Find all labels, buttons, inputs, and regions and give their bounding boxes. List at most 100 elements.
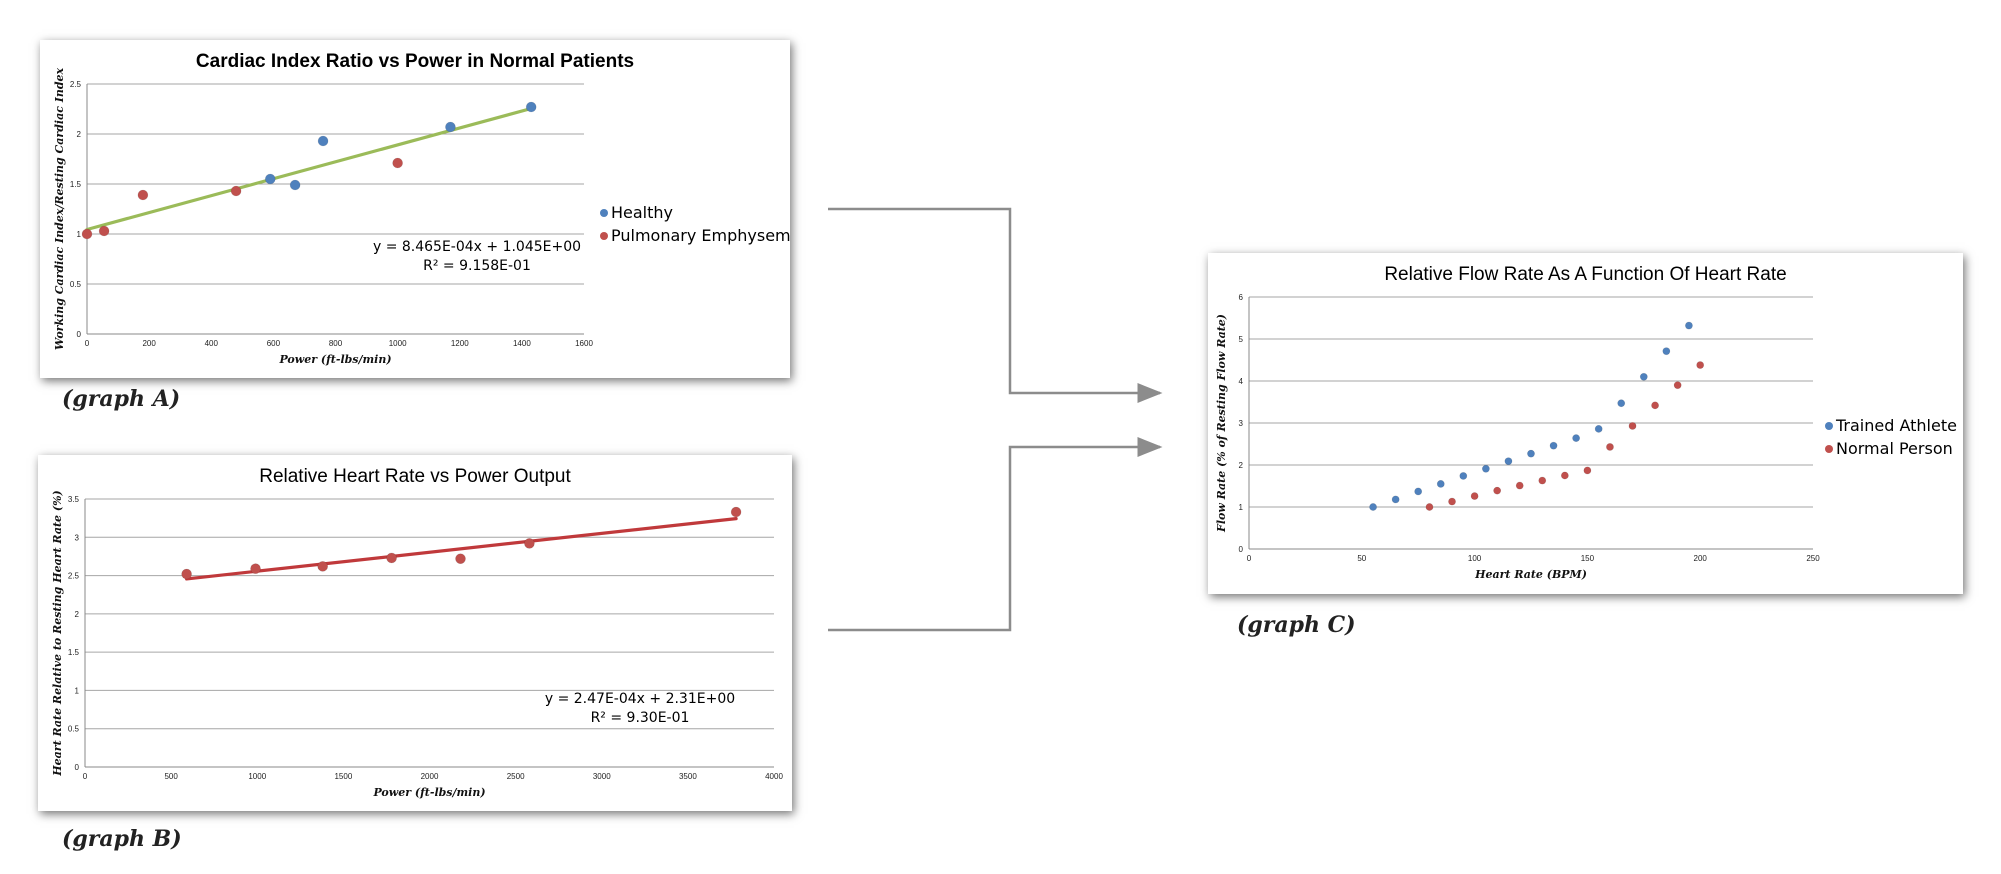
x-tick-label: 2000 [421,772,439,781]
x-tick-label: 3000 [593,772,611,781]
x-tick-label: 600 [267,339,281,348]
data-point [1448,497,1456,506]
x-tick-label: 200 [1694,554,1708,563]
data-point [1594,424,1603,433]
x-tick-label: 2500 [507,772,525,781]
data-point [455,553,466,565]
legend-label: Normal Person [1836,439,1953,458]
y-tick-label: 0 [77,330,82,339]
y-tick-label: 0.5 [68,725,80,734]
data-point [181,568,192,580]
y-tick-label: 0.5 [70,280,82,289]
data-point [317,135,329,147]
graph-b-chart: Relative Heart Rate vs Power Output 0 0.5 1… [51,466,783,799]
data-point [1606,443,1614,451]
x-tick-label: 4000 [765,772,783,781]
y-axis-label: Heart Rate Relative to Resting Heart Rat… [51,490,64,776]
chart-title: Cardiac Index Ratio vs Power in Normal P… [196,51,634,72]
trendline [185,517,738,581]
data-point [1515,481,1524,490]
x-tick-label: 50 [1357,554,1366,563]
y-tick-label: 1 [1239,503,1244,512]
data-point [1685,321,1693,330]
connector-b-to-c [828,437,1163,632]
data-point [1391,495,1400,504]
x-axis-label: Power (ft-lbs/min) [372,786,485,799]
x-tick-label: 1600 [575,339,593,348]
y-tick-label: 2 [1239,461,1244,470]
x-tick-label: 200 [142,339,156,348]
data-point [1459,472,1468,480]
x-tick-label: 1200 [451,339,469,348]
y-tick-label: 6 [1239,293,1244,302]
data-point [386,552,397,564]
graph-c-chart: Relative Flow Rate As A Function Of Hear… [1215,264,1957,581]
data-point [1673,381,1682,390]
x-tick-label: 0 [83,772,88,781]
y-tick-label: 3 [1239,419,1244,428]
data-point [1369,503,1377,511]
data-point [1538,476,1547,485]
x-axis-label: Power (ft-lbs/min) [278,353,391,366]
data-point [445,121,456,133]
legend-label: Trained Athlete [1835,416,1957,435]
data-point [1696,361,1705,369]
x-tick-label: 100 [1468,554,1482,563]
x-tick-label: 3500 [679,772,697,781]
chart-title: Relative Flow Rate As A Function Of Hear… [1384,264,1786,285]
legend-marker [600,209,608,217]
data-point [1549,441,1558,450]
data-point [98,225,110,237]
graph-b-caption: (graph B) [62,826,182,852]
data-point [1651,401,1659,410]
y-tick-label: 0 [1239,545,1244,554]
y-axis-label: Flow Rate (% of Resting Flow Rate) [1215,314,1228,533]
graph-a-panel: Cardiac Index Ratio vs Power in Normal P… [40,40,790,378]
data-point [392,157,403,169]
y-tick-label: 2.5 [68,572,80,581]
data-point [264,173,276,185]
data-point [525,101,537,113]
trendline-equation: y = 8.465E-04x + 1.045E+00 [373,239,581,255]
data-point [250,563,261,574]
y-tick-label: 2 [77,130,82,139]
data-point [1628,422,1637,430]
trendline-equation: R² = 9.30E-01 [591,710,690,726]
x-tick-label: 0 [85,339,90,348]
data-point [1414,487,1423,496]
y-tick-label: 5 [1239,335,1244,344]
y-tick-label: 1.5 [68,648,80,657]
data-point [1639,372,1648,381]
y-tick-label: 3 [75,533,80,542]
trendline-equation: y = 2.47E-04x + 2.31E+00 [545,691,735,707]
data-point [137,189,149,201]
data-point [1481,464,1490,473]
y-tick-label: 1 [77,230,82,239]
y-tick-label: 2 [75,610,80,619]
data-point [1560,471,1569,480]
graph-a-chart: Cardiac Index Ratio vs Power in Normal P… [53,51,790,366]
legend-marker [600,232,608,240]
x-tick-label: 400 [205,339,219,348]
graph-c-caption: (graph C) [1237,612,1356,638]
chart-title: Relative Heart Rate vs Power Output [259,466,571,487]
data-point [1436,479,1445,488]
data-point [1504,457,1513,466]
legend-marker [1825,422,1833,430]
data-point [730,506,742,518]
graph-a-caption: (graph A) [62,386,181,412]
data-point [317,561,329,572]
data-point [230,185,242,197]
x-tick-label: 0 [1247,554,1252,563]
data-point [1527,449,1535,458]
graph-c-panel: Relative Flow Rate As A Function Of Hear… [1208,253,1963,594]
data-point [524,538,535,549]
x-tick-label: 800 [329,339,343,348]
data-point [1583,466,1592,475]
legend-marker [1825,445,1833,453]
x-tick-label: 1400 [513,339,531,348]
trendline [85,106,533,232]
x-tick-label: 1000 [248,772,266,781]
x-tick-label: 500 [164,772,178,781]
